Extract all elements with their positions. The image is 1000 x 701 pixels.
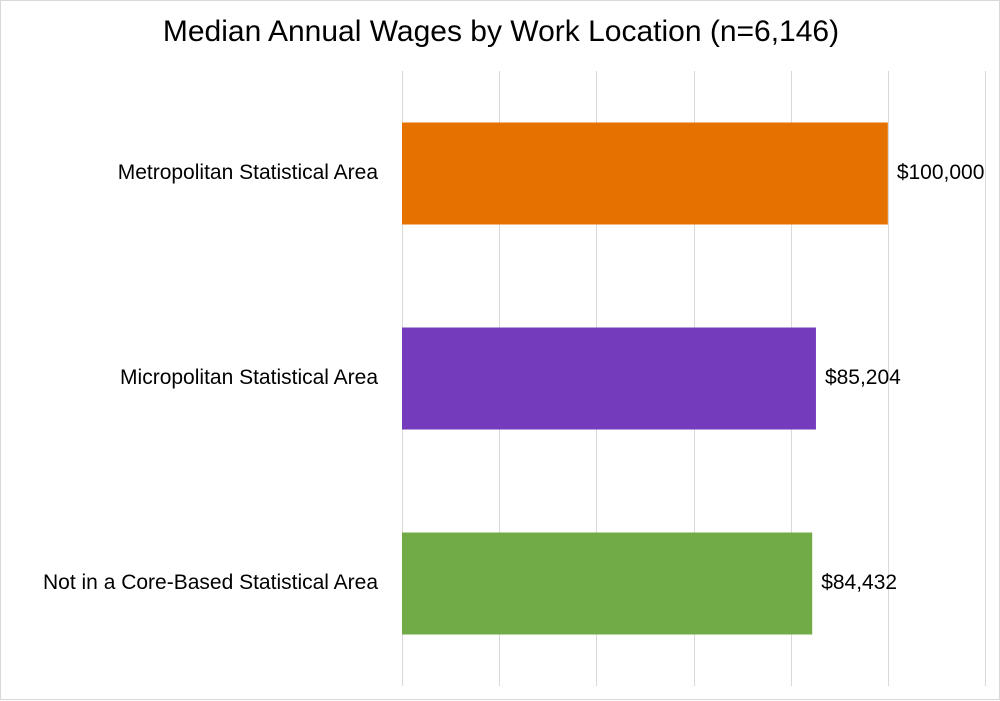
category-label: Not in a Core-Based Statistical Area <box>43 571 378 594</box>
data-label: $84,432 <box>821 571 897 594</box>
bar-2 <box>402 327 816 430</box>
bars <box>402 122 888 635</box>
category-labels: Metropolitan Statistical Area Micropolita… <box>43 161 378 594</box>
data-label: $85,204 <box>825 366 901 389</box>
bar-3 <box>402 532 813 635</box>
category-label: Metropolitan Statistical Area <box>118 161 379 184</box>
value-labels: $100,000 $85,204 $84,432 <box>821 161 984 594</box>
category-label: Micropolitan Statistical Area <box>120 366 378 389</box>
bar-1 <box>402 122 888 225</box>
data-label: $100,000 <box>897 161 985 184</box>
chart-title: Median Annual Wages by Work Location (n=… <box>162 15 840 48</box>
